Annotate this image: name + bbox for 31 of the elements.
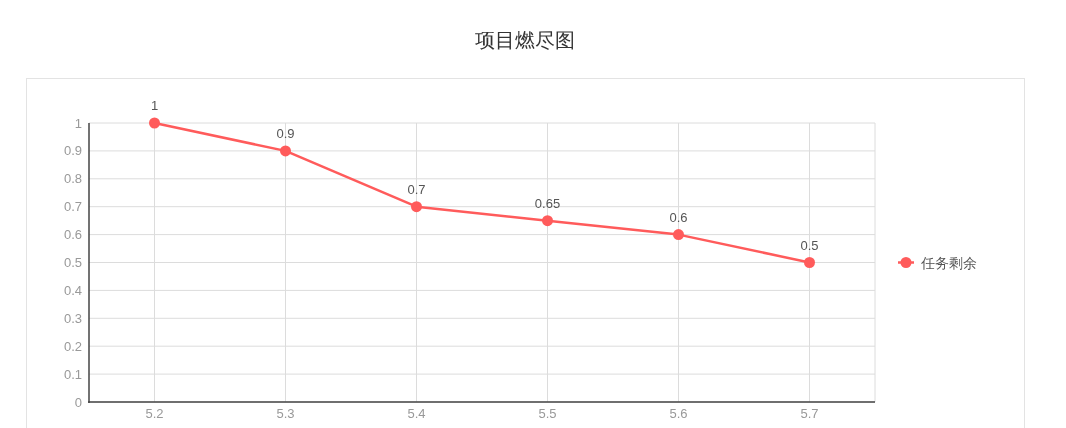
data-label: 0.65 bbox=[534, 195, 561, 211]
y-tick-label: 0.1 bbox=[63, 366, 82, 382]
y-tick-label: 0.7 bbox=[63, 199, 82, 215]
point bbox=[149, 117, 160, 129]
data-label: 0.7 bbox=[407, 181, 426, 197]
data-label: 0.6 bbox=[669, 209, 688, 225]
point bbox=[411, 201, 422, 213]
point bbox=[542, 215, 553, 227]
y-tick-label: 0.9 bbox=[63, 143, 82, 159]
y-tick-label: 0.8 bbox=[63, 171, 82, 187]
y-tick-label: 0.3 bbox=[63, 310, 82, 326]
y-tick-label: 0.5 bbox=[63, 255, 82, 270]
x-tick-label: 5.7 bbox=[800, 406, 819, 421]
y-tick-label: 0.6 bbox=[63, 227, 82, 243]
point bbox=[673, 229, 684, 241]
y-tick-label: 1 bbox=[74, 115, 82, 131]
data-label: 0.9 bbox=[276, 125, 295, 141]
x-tick-label: 5.2 bbox=[145, 406, 164, 421]
x-tick-label: 5.4 bbox=[407, 406, 426, 421]
x-tick-label: 5.3 bbox=[276, 406, 295, 421]
legend-label: 任务剩余 bbox=[920, 254, 977, 271]
y-tick-label: 0.4 bbox=[63, 282, 82, 298]
point bbox=[804, 257, 815, 268]
y-tick-label: 0 bbox=[74, 394, 82, 410]
y-tick-label: 0.2 bbox=[63, 338, 82, 354]
point bbox=[280, 145, 291, 157]
x-tick-label: 5.6 bbox=[669, 406, 688, 421]
data-label: 1 bbox=[150, 98, 159, 113]
data-label: 0.5 bbox=[800, 237, 819, 253]
x-tick-label: 5.5 bbox=[538, 406, 557, 421]
chart-title: 项目燃尽图 bbox=[475, 29, 575, 51]
